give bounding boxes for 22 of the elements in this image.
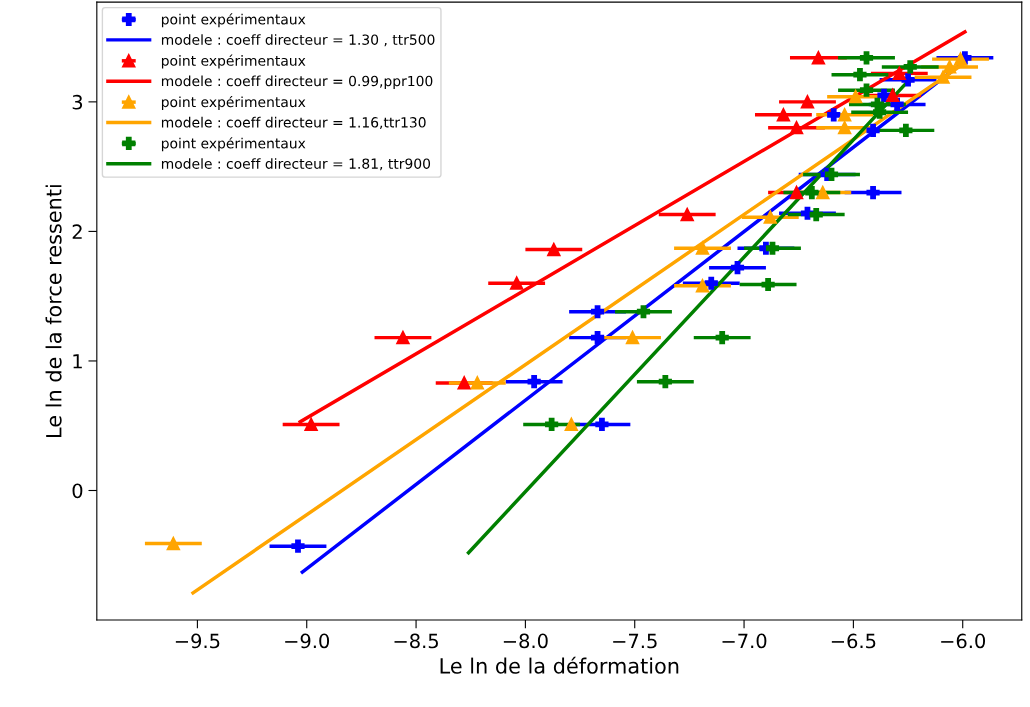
y-tick-label: 0 — [72, 483, 83, 499]
legend-label: modele : coeff directeur = 0.99,ppr100 — [161, 75, 433, 89]
legend-label: modele : coeff directeur = 1.30 , ttr500 — [161, 34, 435, 47]
x-tick-label: −6.0 — [941, 633, 986, 649]
legend-label: modele : coeff directeur = 1.81, ttr900 — [161, 158, 431, 171]
x-tick-label: −6.5 — [831, 633, 876, 649]
x-axis-title: Le ln de la déformation — [440, 656, 679, 674]
x-tick-label: −8.0 — [503, 633, 548, 649]
legend-label: modele : coeff directeur = 1.16,ttr130 — [161, 116, 426, 129]
legend-label: point expérimentaux — [161, 137, 306, 152]
legend-label: point expérimentaux — [161, 95, 306, 110]
legend-label: point expérimentaux — [161, 13, 306, 28]
x-tick-label: −7.5 — [613, 633, 657, 649]
x-tick-label: −9.5 — [175, 633, 220, 649]
x-tick-label: −9.0 — [285, 633, 330, 649]
y-tick-label: 3 — [72, 94, 83, 110]
x-tick-label: −8.5 — [394, 633, 438, 649]
x-tick-label: −7.0 — [722, 633, 767, 649]
y-tick-label: 1 — [73, 354, 82, 369]
y-axis-title: Le ln de la force ressenti — [45, 185, 62, 437]
y-tick-label: 2 — [72, 224, 82, 239]
legend-label: point expérimentaux — [161, 54, 306, 69]
